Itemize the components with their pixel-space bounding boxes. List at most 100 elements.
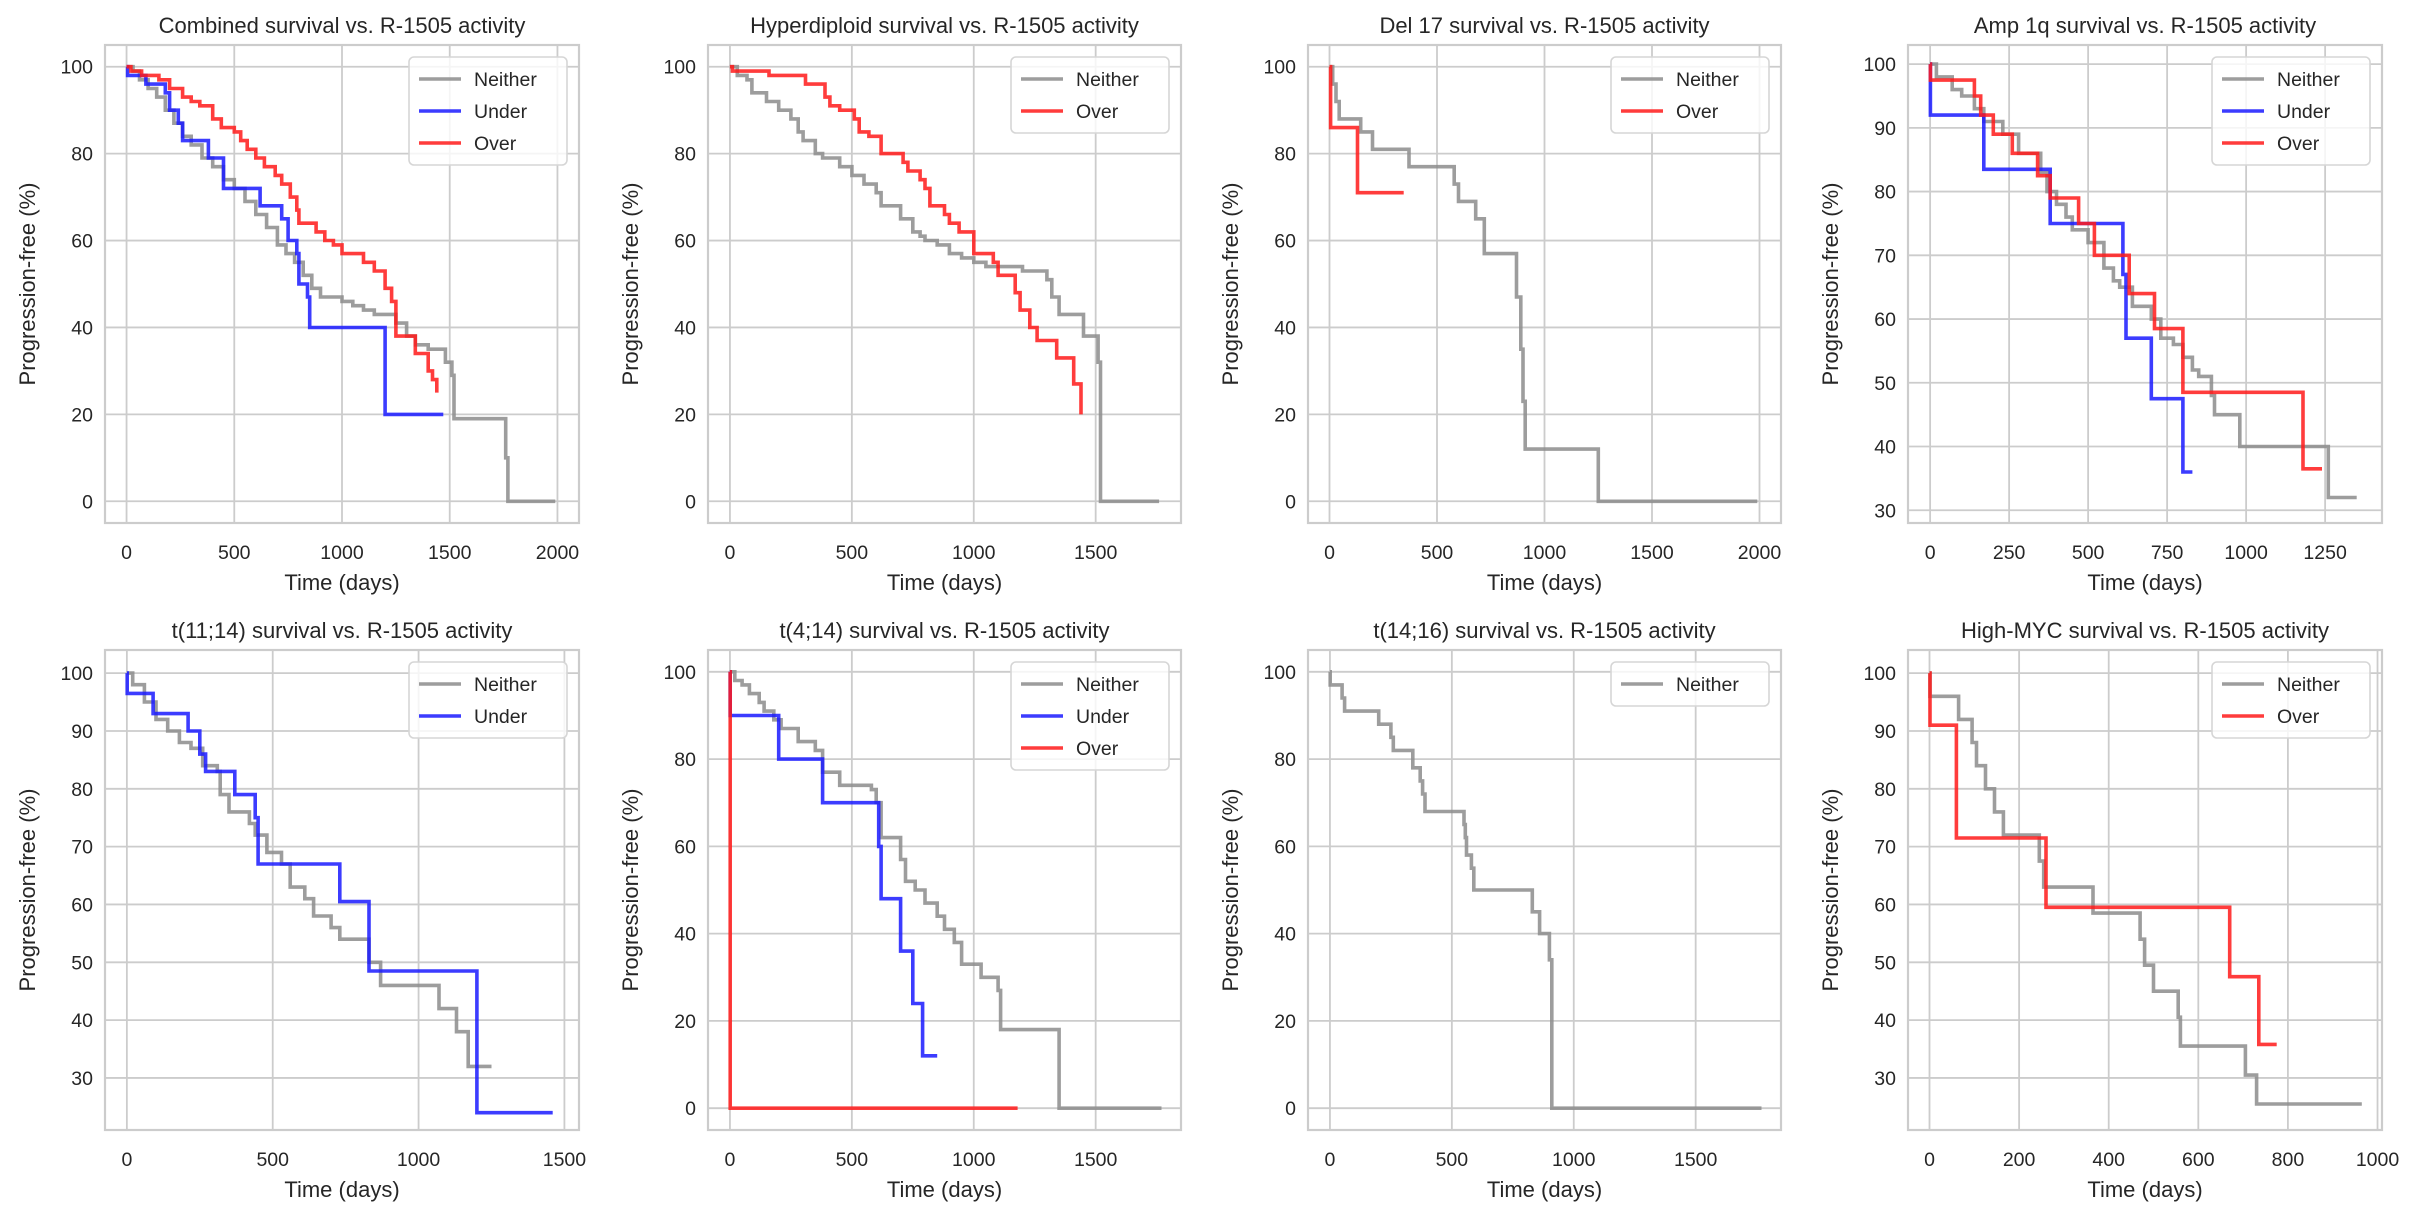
x-tick-label: 0: [121, 1149, 132, 1171]
legend-item-under: Under: [419, 706, 528, 728]
x-tick-label: 1000: [2356, 1149, 2400, 1171]
chart-title: t(4;14) survival vs. R-1505 activity: [779, 618, 1109, 643]
panel-4: 0 250 500 750 1000 1250 30 40 50 60 70 80 90 100 Amp 1…: [1818, 13, 2384, 595]
y-tick-label: 40: [674, 924, 696, 946]
x-tick-label: 1000: [952, 1149, 996, 1171]
axes-frame: [1306, 648, 1783, 1132]
y-tick-label: 0: [1285, 491, 1296, 513]
y-axis-label: Progression-free (%): [618, 183, 643, 386]
series-line-neither: [1329, 64, 1758, 504]
x-tick-label: 500: [836, 1149, 869, 1171]
y-tick-label: 100: [1263, 57, 1296, 79]
legend-item-under: Under: [1021, 706, 1130, 728]
x-tick-label: 0: [1325, 1149, 1336, 1171]
series-line-neither: [1928, 671, 2362, 1106]
x-tick-label: 1000: [2224, 542, 2268, 564]
y-tick-label: 30: [1874, 500, 1896, 522]
x-tick-label: 1250: [2303, 542, 2347, 564]
legend-label: Neither: [2277, 674, 2340, 696]
y-axis-label: Progression-free (%): [618, 789, 643, 992]
x-tick-label: 200: [2003, 1149, 2036, 1171]
legend: Neither Under Over: [408, 56, 568, 166]
x-tick-label: 1000: [1523, 542, 1567, 564]
legend-label: Over: [474, 133, 517, 155]
y-tick-label: 40: [1274, 924, 1296, 946]
y-tick-label: 60: [71, 894, 93, 916]
legend: Neither: [1610, 661, 1770, 707]
x-axis-label: Time (days): [2087, 1177, 2202, 1202]
legend: Neither Over: [1010, 56, 1170, 134]
x-tick-label: 0: [1324, 542, 1335, 564]
series-line-under: [125, 671, 553, 1115]
x-tick-label: 500: [1421, 542, 1454, 564]
legend-label: Under: [2277, 101, 2331, 123]
x-tick-label: 2000: [1738, 542, 1782, 564]
x-tick-label: 0: [121, 542, 132, 564]
legend-item-over: Over: [1621, 101, 1719, 123]
y-tick-label: 100: [60, 663, 93, 685]
chart-title: Del 17 survival vs. R-1505 activity: [1379, 13, 1709, 38]
axes-frame: [103, 43, 581, 525]
y-tick-label: 50: [1874, 952, 1896, 974]
x-axis-label: Time (days): [887, 570, 1002, 595]
y-tick-label: 90: [71, 721, 93, 743]
panel-1: 0 500 1000 1500 2000 0 20 40 60 80 100 Combined sur…: [15, 13, 581, 595]
y-tick-label: 100: [1863, 54, 1896, 76]
legend-label: Under: [474, 706, 528, 728]
x-tick-label: 500: [2072, 542, 2105, 564]
legend-label: Over: [2277, 133, 2320, 155]
legend-label: Neither: [474, 69, 537, 91]
legend-label: Over: [2277, 706, 2320, 728]
x-tick-label: 400: [2092, 1149, 2125, 1171]
y-tick-label: 0: [1285, 1098, 1296, 1120]
legend-box: [1610, 56, 1770, 134]
axes-frame: [1906, 648, 2384, 1132]
x-tick-label: 1500: [1674, 1149, 1718, 1171]
x-axis-label: Time (days): [284, 1177, 399, 1202]
y-tick-label: 60: [674, 231, 696, 253]
legend-item-over: Over: [2222, 706, 2320, 728]
legend-item-over: Over: [2222, 133, 2320, 155]
chart-title: Combined survival vs. R-1505 activity: [159, 13, 526, 38]
y-axis-label: Progression-free (%): [1818, 183, 1843, 386]
legend-box: [1610, 661, 1770, 707]
legend-item-neither: Neither: [1021, 674, 1139, 696]
series-line-neither: [126, 671, 492, 1069]
x-tick-label: 750: [2151, 542, 2184, 564]
legend-box: [408, 56, 568, 166]
x-tick-label: 800: [2272, 1149, 2305, 1171]
y-tick-label: 100: [663, 662, 696, 684]
legend-label: Neither: [1076, 69, 1139, 91]
x-tick-label: 1500: [1074, 1149, 1118, 1171]
x-tick-label: 500: [256, 1149, 289, 1171]
y-tick-label: 60: [674, 836, 696, 858]
legend-item-neither: Neither: [419, 674, 537, 696]
y-tick-label: 60: [1874, 309, 1896, 331]
axes-frame: [103, 648, 581, 1132]
y-tick-label: 0: [685, 491, 696, 513]
legend-item-neither: Neither: [2222, 674, 2340, 696]
legend: Neither Under Over: [2211, 56, 2371, 166]
y-tick-label: 40: [71, 1010, 93, 1032]
legend-label: Neither: [1676, 674, 1739, 696]
legend-box: [1010, 661, 1170, 771]
legend-item-over: Over: [1021, 101, 1119, 123]
x-axis-label: Time (days): [887, 1177, 1002, 1202]
y-tick-label: 60: [71, 231, 93, 253]
axes-frame: [1906, 43, 2384, 525]
y-tick-label: 70: [1874, 837, 1896, 859]
x-tick-label: 600: [2182, 1149, 2215, 1171]
y-tick-label: 80: [1874, 779, 1896, 801]
legend: Neither Under Over: [1010, 661, 1170, 771]
x-tick-label: 1500: [428, 542, 472, 564]
legend-box: [1010, 56, 1170, 134]
legend-label: Over: [1676, 101, 1719, 123]
chart-title: High-MYC survival vs. R-1505 activity: [1961, 618, 2329, 643]
y-tick-label: 40: [1874, 437, 1896, 459]
legend-item-neither: Neither: [1021, 69, 1139, 91]
x-axis-label: Time (days): [2087, 570, 2202, 595]
y-tick-label: 80: [71, 144, 93, 166]
y-tick-label: 0: [82, 491, 93, 513]
legend-item-under: Under: [419, 101, 528, 123]
